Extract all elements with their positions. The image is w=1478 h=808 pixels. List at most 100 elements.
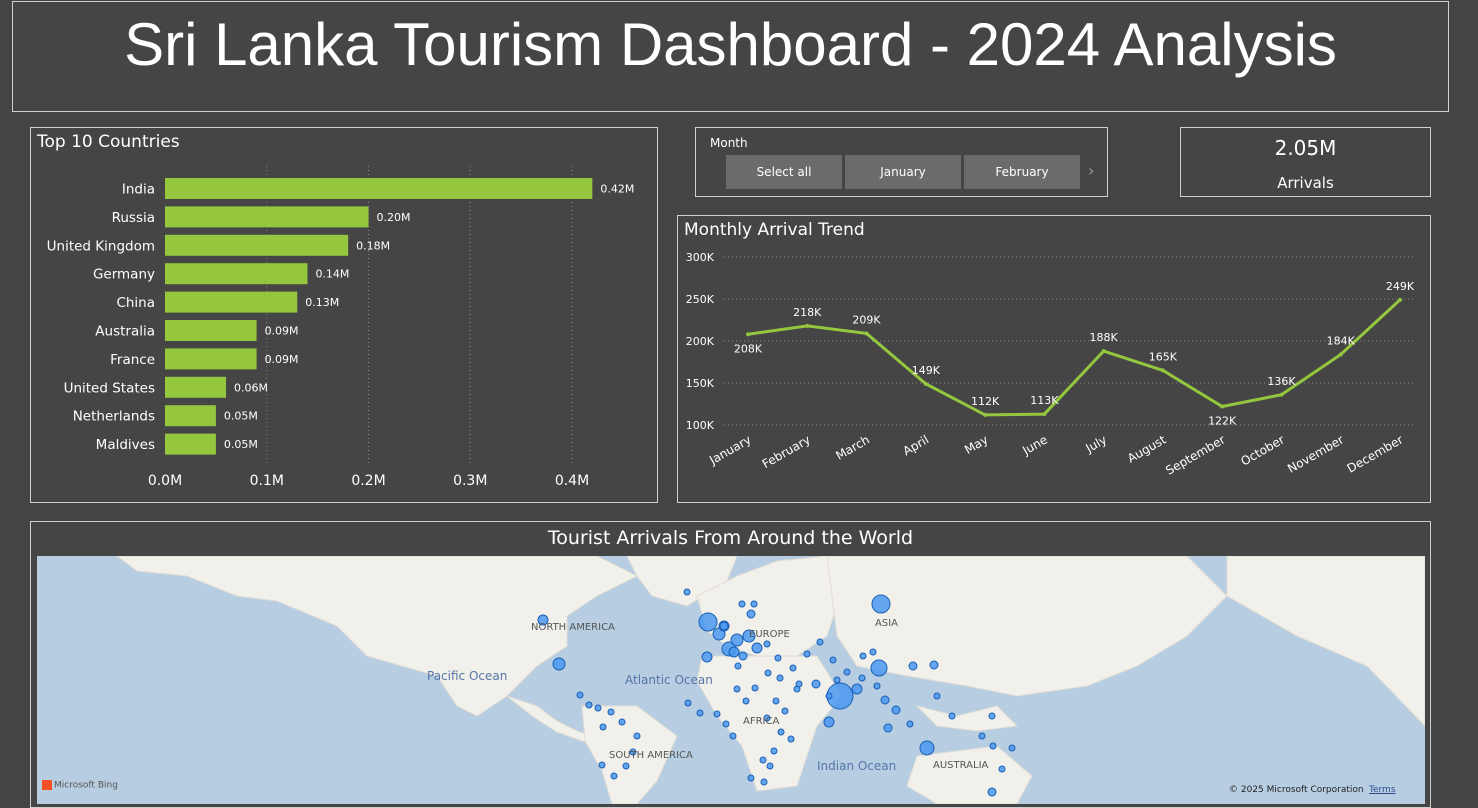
arrival-bubble[interactable] xyxy=(823,716,835,728)
arrival-bubble[interactable] xyxy=(880,695,890,705)
bar[interactable] xyxy=(165,320,257,341)
arrival-bubble[interactable] xyxy=(933,692,941,700)
arrival-bubble[interactable] xyxy=(684,699,692,707)
bar[interactable] xyxy=(165,376,227,398)
bar[interactable] xyxy=(165,263,308,285)
data-point[interactable] xyxy=(923,381,928,386)
arrival-bubble[interactable] xyxy=(781,707,789,715)
arrival-bubble[interactable] xyxy=(891,705,901,715)
arrival-bubble[interactable] xyxy=(777,728,785,736)
arrival-bubble[interactable] xyxy=(883,723,893,733)
arrival-bubble[interactable] xyxy=(763,640,771,648)
arrival-bubble[interactable] xyxy=(701,651,713,663)
arrival-bubble[interactable] xyxy=(599,723,607,731)
arrival-bubble[interactable] xyxy=(738,600,746,608)
bar[interactable] xyxy=(165,405,216,427)
arrival-bubble[interactable] xyxy=(719,621,729,631)
arrival-bubble[interactable] xyxy=(978,732,986,740)
arrival-bubble[interactable] xyxy=(772,697,780,705)
arrival-bubble[interactable] xyxy=(585,701,593,709)
arrival-bubble[interactable] xyxy=(825,692,833,700)
arrival-bubble[interactable] xyxy=(770,747,778,755)
arrival-bubble[interactable] xyxy=(851,683,863,695)
world-map-panel[interactable]: Tourist Arrivals From Around the World N… xyxy=(30,521,1431,808)
data-point[interactable] xyxy=(864,331,869,336)
arrival-bubble[interactable] xyxy=(764,669,772,677)
top-countries-chart[interactable]: 0.0M 0.1M 0.2M 0.3M 0.4M India 0.42M Russia 0.20… xyxy=(31,128,657,502)
arrival-bubble[interactable] xyxy=(803,650,811,658)
bar[interactable] xyxy=(165,291,298,313)
arrival-bubble[interactable] xyxy=(683,588,691,596)
arrival-bubble[interactable] xyxy=(873,682,881,690)
arrival-bubble[interactable] xyxy=(610,772,618,780)
arrival-bubble[interactable] xyxy=(698,612,718,632)
arrival-bubble[interactable] xyxy=(987,787,997,797)
arrival-bubble[interactable] xyxy=(760,778,768,786)
month-slicer[interactable]: Month Select all January February › xyxy=(695,127,1108,197)
arrival-bubble[interactable] xyxy=(833,676,841,684)
arrival-bubble[interactable] xyxy=(598,761,606,769)
arrival-bubble[interactable] xyxy=(829,656,837,664)
slicer-option-select-all[interactable]: Select all xyxy=(726,155,842,189)
arrival-bubble[interactable] xyxy=(776,674,784,682)
arrival-bubble[interactable] xyxy=(816,638,824,646)
slicer-option-february[interactable]: February xyxy=(964,155,1080,189)
map-terms-link[interactable]: Terms xyxy=(1369,785,1396,795)
bar[interactable] xyxy=(165,234,349,256)
arrival-bubble[interactable] xyxy=(742,697,750,705)
data-point[interactable] xyxy=(1338,352,1343,357)
data-point[interactable] xyxy=(746,332,750,337)
arrival-bubble[interactable] xyxy=(747,774,755,782)
arrival-bubble[interactable] xyxy=(729,732,737,740)
arrival-bubble[interactable] xyxy=(594,704,602,712)
arrival-bubble[interactable] xyxy=(906,720,914,728)
data-point[interactable] xyxy=(1101,349,1106,354)
arrival-bubble[interactable] xyxy=(859,652,867,660)
arrival-bubble[interactable] xyxy=(537,614,549,626)
arrival-bubble[interactable] xyxy=(1008,744,1016,752)
arrival-bubble[interactable] xyxy=(998,765,1006,773)
arrival-bubble[interactable] xyxy=(811,679,821,689)
arrival-bubble[interactable] xyxy=(734,662,742,670)
arrival-bubble[interactable] xyxy=(696,709,704,717)
data-point[interactable] xyxy=(983,412,988,417)
arrival-bubble[interactable] xyxy=(988,712,996,720)
arrival-bubble[interactable] xyxy=(750,600,758,608)
arrival-bubble[interactable] xyxy=(746,609,756,619)
arrival-bubble[interactable] xyxy=(733,685,741,693)
arrival-bubble[interactable] xyxy=(795,680,803,688)
arrival-bubble[interactable] xyxy=(787,735,795,743)
arrival-bubble[interactable] xyxy=(870,659,888,677)
data-point[interactable] xyxy=(1042,412,1047,417)
arrival-bubble[interactable] xyxy=(908,661,918,671)
arrival-bubble[interactable] xyxy=(633,732,641,740)
arrival-bubble[interactable] xyxy=(607,708,615,716)
top-countries-panel[interactable]: Top 10 Countries 0.0M 0.1M 0.2M 0.3M 0.4M Ind… xyxy=(30,127,658,503)
slicer-option-january[interactable]: January xyxy=(845,155,961,189)
bing-attribution[interactable]: Microsoft Bing xyxy=(42,780,118,791)
arrival-bubble[interactable] xyxy=(843,668,851,676)
arrival-bubble[interactable] xyxy=(751,684,759,692)
data-point[interactable] xyxy=(1279,392,1284,397)
arrival-bubble[interactable] xyxy=(759,756,767,764)
arrival-bubble[interactable] xyxy=(789,664,797,672)
arrival-bubble[interactable] xyxy=(629,748,637,756)
arrival-bubble[interactable] xyxy=(742,629,756,643)
arrival-bubble[interactable] xyxy=(869,648,877,656)
arrival-bubble[interactable] xyxy=(722,720,730,728)
arrival-bubble[interactable] xyxy=(751,642,763,654)
arrival-bubble[interactable] xyxy=(730,633,744,647)
arrival-bubble[interactable] xyxy=(929,660,939,670)
world-map[interactable]: NORTH AMERICA EUROPE ASIA AFRICA SOUTH A… xyxy=(37,556,1425,804)
arrival-bubble[interactable] xyxy=(919,740,935,756)
arrival-bubble[interactable] xyxy=(576,691,584,699)
monthly-trend-chart[interactable]: 100K 150K 200K 250K 300K 208K January 218K Febru… xyxy=(678,216,1430,502)
arrival-bubble[interactable] xyxy=(858,674,866,682)
arrival-bubble[interactable] xyxy=(552,657,566,671)
arrival-bubble[interactable] xyxy=(618,718,626,726)
bar[interactable] xyxy=(165,206,369,228)
chevron-right-icon[interactable]: › xyxy=(1088,161,1095,180)
data-point[interactable] xyxy=(1160,368,1165,373)
arrival-bubble[interactable] xyxy=(763,714,771,722)
bar[interactable] xyxy=(165,178,593,199)
